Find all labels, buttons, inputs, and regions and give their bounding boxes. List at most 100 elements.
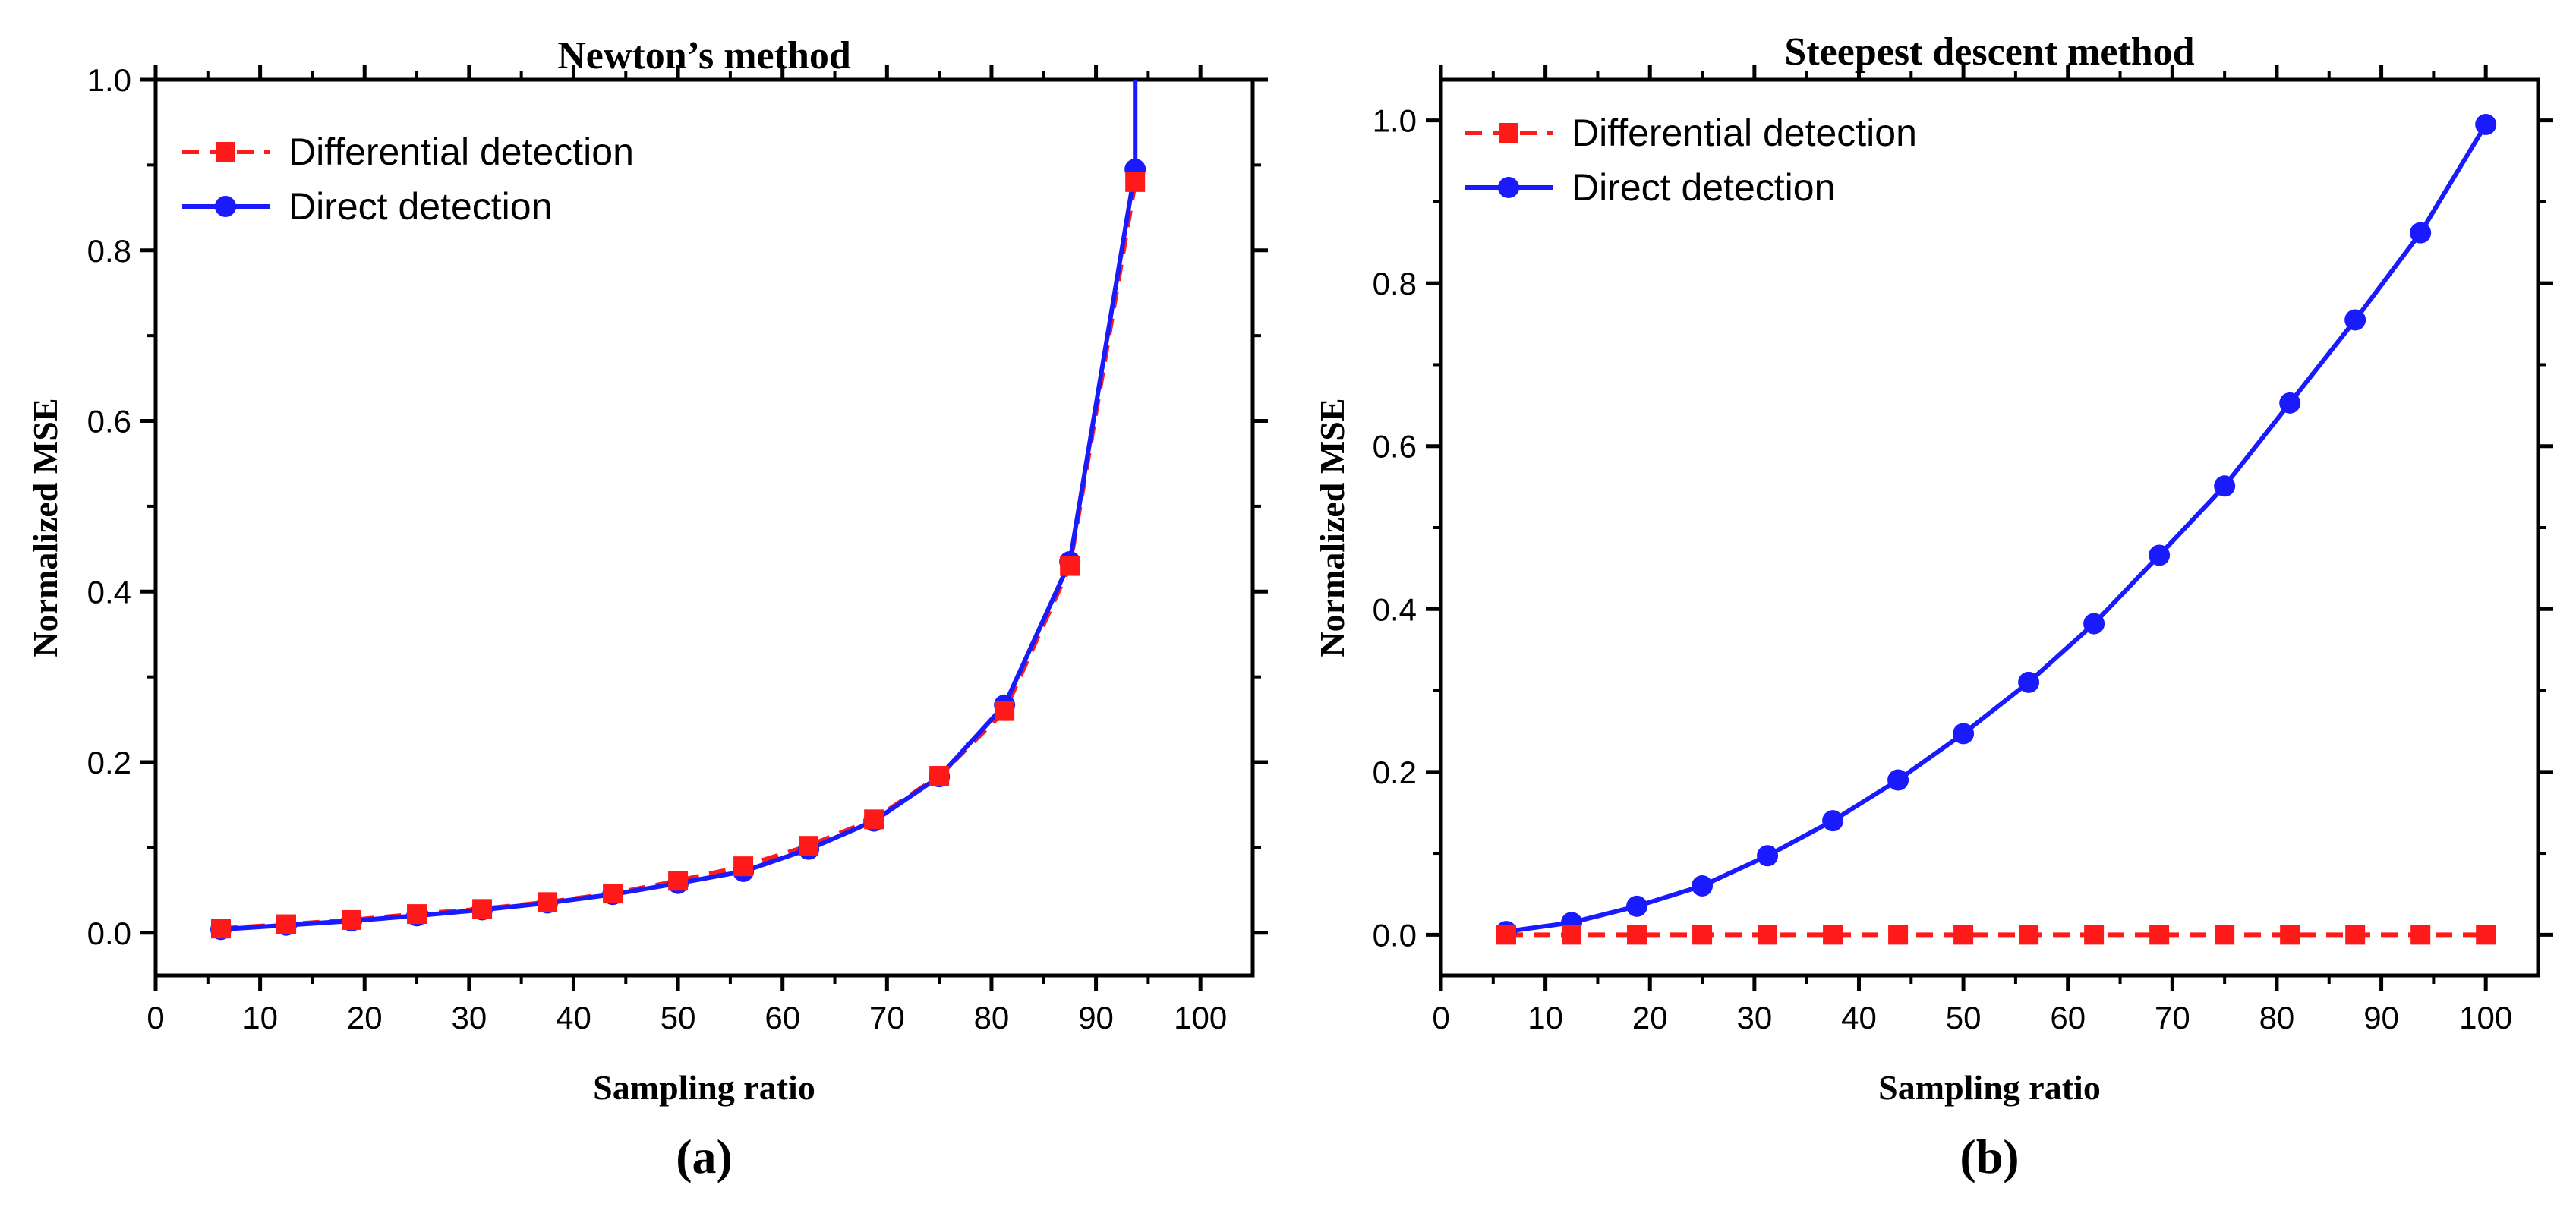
x-tick-label: 40: [1841, 1000, 1877, 1035]
y-tick-label: 0.2: [87, 745, 131, 780]
data-point-differential: [929, 766, 950, 786]
y-tick-label: 1.0: [1373, 103, 1417, 139]
x-tick-label: 90: [1078, 1000, 1114, 1035]
y-tick-label: 0.8: [1373, 266, 1417, 301]
series-line-direct: [1506, 123, 2488, 934]
data-point-direct: [1822, 810, 1844, 832]
data-point-differential: [1953, 925, 1974, 945]
y-tick-label: 0.6: [87, 404, 131, 440]
x-tick-label: 0: [147, 1000, 164, 1035]
data-point-direct: [2344, 309, 2366, 331]
legend-marker-circle: [1498, 177, 1519, 198]
y-axis-label: Normalized MSE: [1313, 398, 1351, 657]
data-point-differential: [342, 909, 362, 930]
data-point-direct: [1692, 875, 1714, 897]
panel-label: (b): [1960, 1130, 2019, 1183]
x-tick-label: 10: [242, 1000, 278, 1035]
x-tick-label: 100: [1174, 1000, 1227, 1035]
x-tick-label: 30: [1736, 1000, 1772, 1035]
x-tick-label: 100: [2459, 1000, 2512, 1035]
chart-panel-a: 0 10 20 30 40 50 60 70 80 90 100 0.0 0.2 0.4 0.6 0.8 1.0…: [26, 34, 1268, 1183]
x-tick-label: 0: [1432, 1000, 1449, 1035]
data-point-differential: [668, 871, 689, 891]
data-point-differential: [276, 914, 297, 934]
x-tick-label: 60: [2050, 1000, 2086, 1035]
x-tick-label: 30: [451, 1000, 487, 1035]
x-tick-label: 70: [2155, 1000, 2190, 1035]
x-tick-label: 90: [2363, 1000, 2399, 1035]
data-point-differential: [1888, 925, 1909, 945]
data-point-differential: [1823, 925, 1843, 945]
plot-frame: [1439, 77, 2540, 978]
chart-title: Steepest descent method: [1784, 30, 2194, 74]
data-point-differential: [1496, 925, 1517, 945]
legend-label: Differential detection: [1572, 112, 1917, 154]
y-tick-label: 0.4: [87, 574, 131, 610]
legend-label: Differential detection: [288, 131, 634, 173]
data-point-differential: [2280, 925, 2300, 945]
x-tick-label: 20: [1632, 1000, 1668, 1035]
plot-area: [1506, 123, 2488, 938]
y-tick-label: 1.0: [87, 62, 131, 98]
data-point-differential: [2345, 925, 2366, 945]
data-point-direct: [2149, 544, 2171, 566]
x-tick-label: 50: [1946, 1000, 1982, 1035]
data-point-differential: [1692, 925, 1713, 945]
x-tick-label: 20: [347, 1000, 383, 1035]
data-point-direct: [1626, 895, 1648, 917]
x-tick-label: 50: [661, 1000, 696, 1035]
data-point-direct: [2018, 671, 2040, 693]
y-tick-label: 0.8: [87, 233, 131, 269]
data-point-direct: [1953, 723, 1975, 745]
data-point-direct: [2214, 475, 2236, 497]
x-tick-label: 80: [2259, 1000, 2295, 1035]
legend-marker-circle: [215, 196, 236, 217]
data-point-differential: [603, 884, 623, 904]
plot-area: [220, 80, 1138, 932]
data-point-differential: [995, 701, 1015, 721]
series-line-direct: [220, 80, 1138, 932]
data-point-differential: [538, 892, 558, 912]
data-point-differential: [1758, 925, 1778, 945]
data-point-differential: [2149, 925, 2170, 945]
data-point-differential: [733, 856, 754, 877]
x-axis-label: Sampling ratio: [593, 1068, 815, 1107]
data-point-differential: [2084, 925, 2105, 945]
plot-frame: [153, 77, 1255, 978]
data-point-direct: [2279, 392, 2301, 414]
chart-title: Newton’s method: [557, 34, 851, 77]
x-tick-label: 10: [1528, 1000, 1563, 1035]
y-tick-label: 0.6: [1373, 429, 1417, 465]
data-point-differential: [407, 904, 427, 925]
data-point-direct: [2475, 114, 2497, 135]
chart-panel-b: 0 10 20 30 40 50 60 70 80 90 100 0.0 0.2 0.4 0.6 0.8 1.0…: [1313, 30, 2553, 1183]
y-tick-label: 0.4: [1373, 591, 1417, 627]
x-axis-label: Sampling ratio: [1878, 1068, 2101, 1107]
legend-marker-square: [1499, 123, 1518, 143]
data-point-direct: [2410, 222, 2432, 244]
data-point-differential: [799, 836, 819, 856]
x-tick-label: 80: [974, 1000, 1010, 1035]
x-tick-label: 70: [869, 1000, 905, 1035]
data-point-differential: [1562, 925, 1582, 945]
data-point-differential: [1060, 556, 1080, 576]
legend-label: Direct detection: [288, 185, 552, 228]
panel-label: (a): [676, 1130, 733, 1183]
data-point-differential: [2476, 925, 2496, 945]
series-line-differential: [220, 181, 1138, 931]
legend-label: Direct detection: [1572, 166, 1835, 209]
y-tick-label: 0.2: [1373, 755, 1417, 790]
data-point-differential: [2215, 925, 2235, 945]
data-point-direct: [2083, 613, 2105, 635]
data-point-differential: [2019, 925, 2039, 945]
data-point-direct: [1887, 769, 1909, 791]
data-point-differential: [472, 899, 493, 919]
data-point-differential: [2410, 925, 2431, 945]
y-tick-label: 0.0: [1373, 917, 1417, 953]
data-point-direct: [1757, 845, 1779, 867]
y-axis-label: Normalized MSE: [26, 398, 65, 657]
legend-marker-square: [216, 142, 235, 162]
x-tick-label: 60: [765, 1000, 800, 1035]
data-point-differential: [864, 809, 884, 830]
